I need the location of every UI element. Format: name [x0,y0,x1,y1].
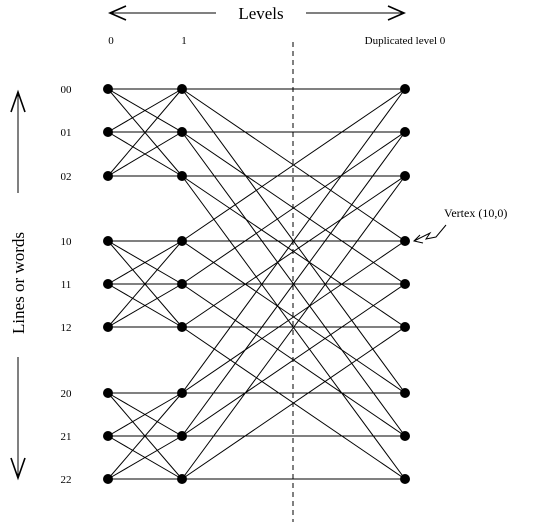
lines-or-words-label: Lines or words [9,232,28,334]
vertex-02-duplicated-level-0 [400,171,410,181]
edge-l0-22-l1-21 [107,435,183,480]
duplicated-level-label: Duplicated level 0 [365,35,446,47]
edge-l0-01-l1-00 [107,88,183,133]
callout-arrowhead-icon [413,234,424,244]
edge-l0-21-l1-20 [107,392,183,437]
levels-arrow [108,5,406,21]
vertex-12-duplicated-level-0 [400,322,410,332]
vertex-00-duplicated-level-0 [400,84,410,94]
edge-l1-22-dup-02 [181,175,406,480]
vertex-10-duplicated-level-0 [400,236,410,246]
row-label-10: 10 [61,236,73,248]
row-label-11: 11 [61,279,72,291]
vertex-10-level-1 [177,236,187,246]
edge-l1-20-dup-00 [181,88,406,394]
vertex-00-level-0 [103,84,113,94]
edge-l1-11-dup-01 [181,131,406,285]
vertex-20-level-1 [177,388,187,398]
edge-l1-10-dup-00 [181,88,406,242]
vertex-01-level-1 [177,127,187,137]
edge-l1-20-dup-10 [181,240,406,394]
edge-l1-22-dup-12 [181,326,406,480]
row-label-21: 21 [61,431,72,443]
row-label-20: 20 [61,388,73,400]
level-0-label: 0 [108,35,114,47]
row-label-01: 01 [61,127,72,139]
vertex-callout [413,224,447,244]
vertex-22-level-1 [177,474,187,484]
vertex-01-duplicated-level-0 [400,127,410,137]
vertex-22-level-0 [103,474,113,484]
row-label-22: 22 [61,474,72,486]
nodes-group [103,84,410,484]
row-label-00: 00 [61,84,73,96]
edge-l0-12-l1-11 [107,283,183,328]
vertex-01-level-0 [103,127,113,137]
edge-l0-02-l1-01 [107,131,183,177]
row-labels-group: 00 01 02 10 11 12 20 21 22 [61,84,73,486]
vertex-11-duplicated-level-0 [400,279,410,289]
vertex-10-level-0 [103,236,113,246]
lines-arrow [10,89,26,481]
edge-l0-12-l1-10 [107,240,183,328]
vertex-20-duplicated-level-0 [400,388,410,398]
vertex-21-duplicated-level-0 [400,431,410,441]
edge-l0-02-l1-00 [107,88,183,177]
vertex-22-duplicated-level-0 [400,474,410,484]
edge-l0-22-l1-20 [107,392,183,480]
vertex-11-level-1 [177,279,187,289]
callout-pointer [413,224,447,242]
vertex-11-level-0 [103,279,113,289]
vertex-20-level-0 [103,388,113,398]
level-1-label: 1 [181,35,187,47]
row-label-02: 02 [61,171,72,183]
vertex-00-level-1 [177,84,187,94]
edge-l1-21-dup-01 [181,131,406,437]
vertex-02-level-1 [177,171,187,181]
row-label-12: 12 [61,322,72,334]
edge-l1-21-dup-11 [181,283,406,437]
vertex-21-level-0 [103,431,113,441]
edge-l1-12-dup-02 [181,175,406,328]
vertex-02-level-0 [103,171,113,181]
vertex-21-level-1 [177,431,187,441]
vertex-12-level-0 [103,322,113,332]
edge-l0-11-l1-10 [107,240,183,285]
vertex-callout-label: Vertex (10,0) [444,206,507,220]
edges-group [107,88,406,480]
vertex-12-level-1 [177,322,187,332]
levels-label: Levels [238,4,283,23]
